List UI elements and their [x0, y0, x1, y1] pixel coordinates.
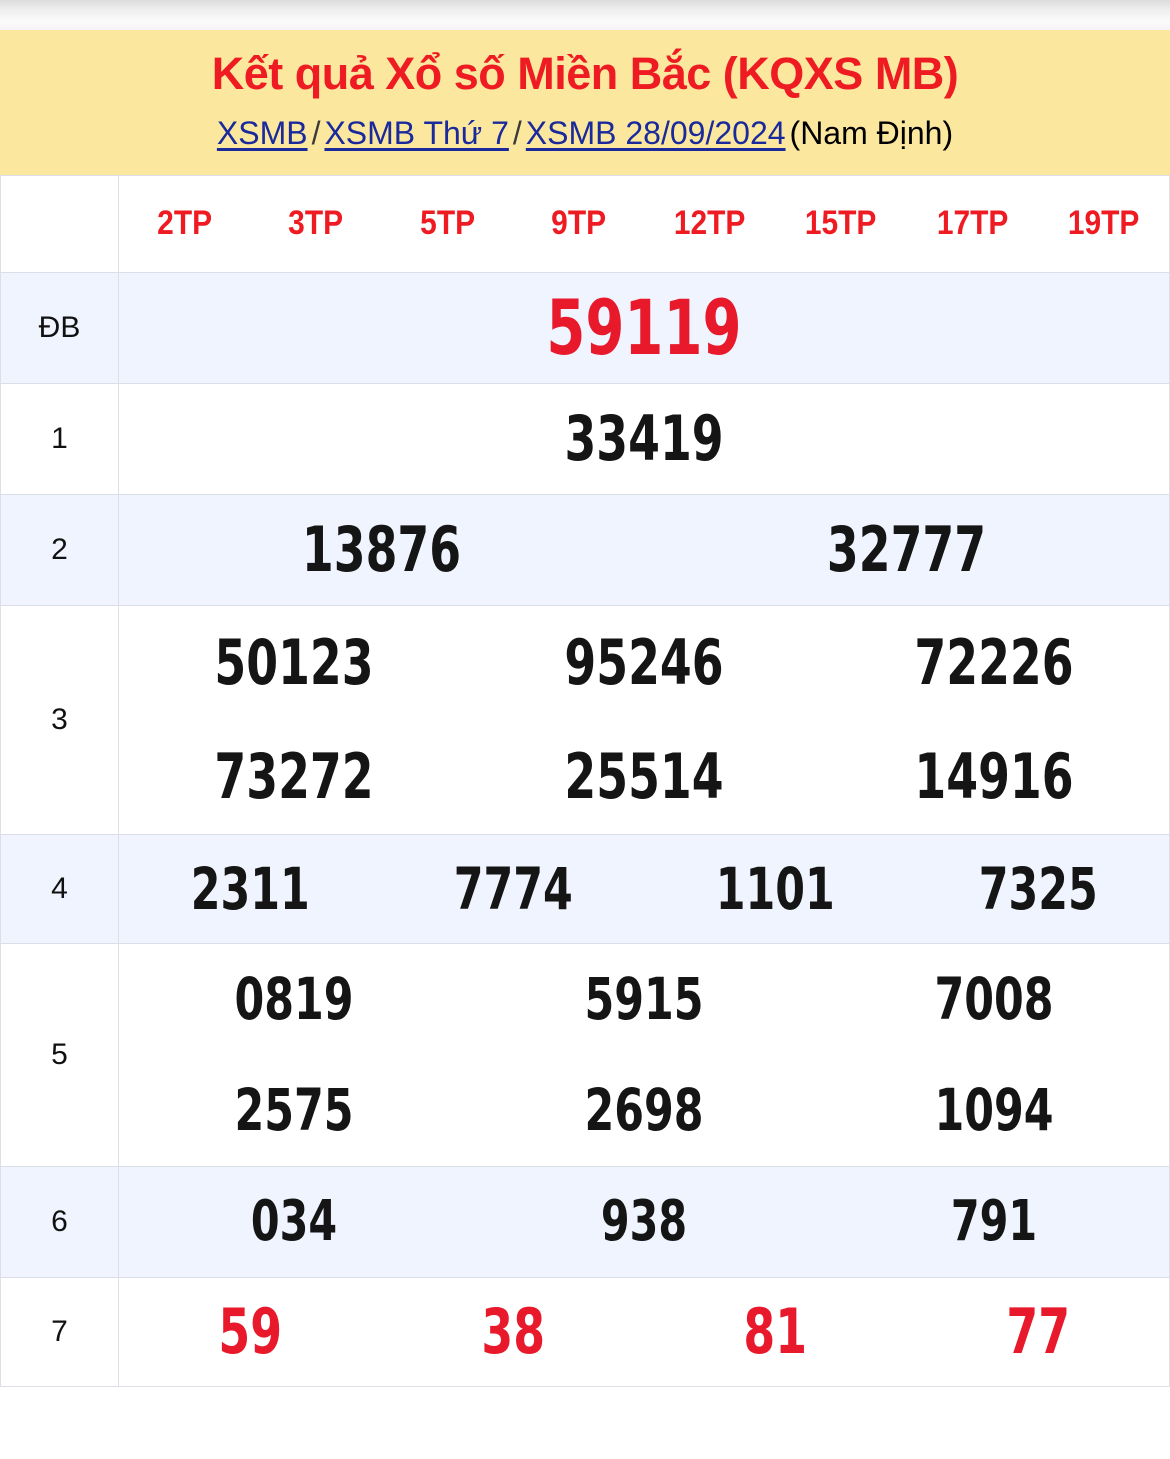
prize-7-number: 81: [743, 1295, 808, 1369]
page-header: Kết quả Xổ số Miền Bắc (KQXS MB) XSMB / XS…: [0, 30, 1170, 175]
table-row: 1 33419: [0, 382, 1170, 495]
breadcrumb-link-xsmb-thu-7[interactable]: XSMB Thứ 7: [324, 115, 509, 152]
table-row: 4 2311 7774 1101 7325: [0, 833, 1170, 944]
prize-1-line: 33419: [119, 402, 1169, 475]
prize-7-values: 59 38 81 77: [118, 1276, 1170, 1387]
prize-3-number: 25514: [564, 740, 724, 814]
prize-2-number: 32777: [826, 513, 987, 587]
prize-2-line: 13876 32777: [119, 513, 1169, 586]
prize-1-label: 1: [0, 382, 119, 495]
prize-4-number: 2311: [190, 854, 310, 923]
breadcrumb-separator-1: /: [311, 115, 321, 152]
breadcrumb-link-xsmb-date[interactable]: XSMB 28/09/2024: [525, 115, 786, 152]
prize-2-label: 2: [0, 493, 119, 606]
prize-5-values: 0819 5915 7008 2575 2698 1094: [118, 942, 1170, 1167]
prize-4-values: 2311 7774 1101 7325: [118, 833, 1170, 944]
prize-db-number: 59119: [546, 283, 742, 373]
prize-7-number: 77: [1005, 1295, 1070, 1369]
page-title: Kết quả Xổ số Miền Bắc (KQXS MB): [211, 48, 959, 99]
prize-6-number: 938: [600, 1189, 688, 1255]
prize-5-line: 2575 2698 1094: [119, 1055, 1169, 1166]
prize-3-label: 3: [0, 604, 119, 835]
table-row: ĐB 59119: [0, 271, 1170, 384]
table-row: 3 50123 95246 72226 73272 25514 14916: [0, 604, 1170, 835]
prize-4-number: 7774: [453, 854, 573, 923]
prize-6-number: 791: [950, 1189, 1038, 1255]
breadcrumb-link-xsmb[interactable]: XSMB: [216, 115, 308, 152]
column-header-corner-cell: [0, 174, 119, 273]
column-header-12tp: 12TP: [673, 204, 746, 243]
prize-5-line: 0819 5915 7008: [119, 944, 1169, 1055]
lottery-results-table: 2TP 3TP 5TP 9TP 12TP 15TP 17TP 19TP ĐB 59119 1 334…: [0, 174, 1170, 1387]
table-row: 2 13876 32777: [0, 493, 1170, 606]
breadcrumb-region: (Nam Định): [789, 115, 954, 152]
table-row: 7 59 38 81 77: [0, 1276, 1170, 1387]
breadcrumb: XSMB / XSMB Thứ 7/XSMB 28/09/2024 (Nam Định…: [0, 114, 1170, 152]
prize-3-number: 50123: [214, 626, 374, 700]
prize-db-label: ĐB: [0, 271, 119, 384]
column-header-list: 2TP 3TP 5TP 9TP 12TP 15TP 17TP 19TP: [119, 204, 1169, 243]
prize-6-values: 034 938 791: [118, 1165, 1170, 1278]
prize-db-line: 59119: [119, 283, 1169, 372]
prize-4-number: 1101: [715, 854, 835, 923]
prize-5-number: 2575: [234, 1076, 354, 1145]
browser-chrome-strip: [0, 0, 1170, 30]
column-header-9tp: 9TP: [550, 204, 606, 243]
results-table-body: 2TP 3TP 5TP 9TP 12TP 15TP 17TP 19TP ĐB 59119 1 334…: [0, 174, 1170, 1387]
prize-5-label: 5: [0, 942, 119, 1167]
prize-db-values: 59119: [118, 271, 1170, 384]
prize-5-number: 2698: [584, 1076, 704, 1145]
prize-6-line: 034 938 791: [119, 1189, 1169, 1254]
column-header-5tp: 5TP: [419, 204, 475, 243]
prize-3-number: 73272: [214, 740, 374, 814]
prize-3-number: 72226: [914, 626, 1074, 700]
column-header-3tp: 3TP: [288, 204, 344, 243]
prize-4-line: 2311 7774 1101 7325: [119, 855, 1169, 923]
prize-7-number: 59: [218, 1295, 283, 1369]
prize-2-values: 13876 32777: [118, 493, 1170, 606]
prize-6-number: 034: [250, 1189, 338, 1255]
prize-3-number: 95246: [564, 626, 724, 700]
column-header-2tp: 2TP: [157, 204, 213, 243]
prize-1-values: 33419: [118, 382, 1170, 495]
prize-4-number: 7325: [978, 854, 1098, 923]
column-header-15tp: 15TP: [805, 204, 877, 243]
prize-3-line: 73272 25514 14916: [119, 720, 1169, 834]
table-row: 5 0819 5915 7008 2575 2698 1094: [0, 942, 1170, 1167]
prize-1-number: 33419: [564, 402, 724, 476]
column-header-cells: 2TP 3TP 5TP 9TP 12TP 15TP 17TP 19TP: [118, 174, 1170, 273]
prize-4-label: 4: [0, 833, 119, 944]
prize-5-number: 0819: [234, 965, 354, 1034]
prize-5-number: 1094: [934, 1076, 1054, 1145]
prize-7-label: 7: [0, 1276, 119, 1387]
prize-3-number: 14916: [914, 740, 1074, 814]
breadcrumb-separator-2: /: [512, 115, 522, 152]
prize-7-line: 59 38 81 77: [119, 1295, 1169, 1368]
table-row: 6 034 938 791: [0, 1165, 1170, 1278]
column-header-row: 2TP 3TP 5TP 9TP 12TP 15TP 17TP 19TP: [0, 174, 1170, 273]
column-header-19tp: 19TP: [1067, 204, 1140, 243]
column-header-17tp: 17TP: [936, 204, 1008, 243]
prize-3-line: 50123 95246 72226: [119, 606, 1169, 720]
prize-3-values: 50123 95246 72226 73272 25514 14916: [118, 604, 1170, 835]
prize-6-label: 6: [0, 1165, 119, 1278]
prize-5-number: 5915: [584, 965, 704, 1034]
prize-7-number: 38: [480, 1295, 545, 1369]
prize-5-number: 7008: [934, 965, 1054, 1034]
prize-2-number: 13876: [301, 513, 462, 587]
